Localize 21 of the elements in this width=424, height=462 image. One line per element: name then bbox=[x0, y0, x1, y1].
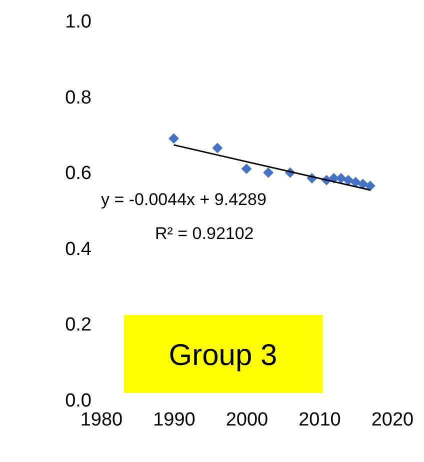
point bbox=[263, 167, 274, 178]
point bbox=[168, 133, 179, 144]
point bbox=[336, 173, 346, 184]
point bbox=[241, 164, 252, 174]
x-tick-label: 2000 bbox=[226, 410, 268, 430]
x-tick-label: 2020 bbox=[371, 410, 414, 430]
point bbox=[212, 142, 223, 154]
annotation: Group 3 bbox=[168, 339, 278, 372]
y-tick-label: 0.4 bbox=[65, 238, 92, 260]
y-tick-label: 0.0 bbox=[65, 390, 92, 412]
y-tick-label: 0.2 bbox=[65, 314, 92, 336]
x-tick-label: 1990 bbox=[153, 410, 196, 430]
y-tick-label: 0.6 bbox=[65, 163, 92, 184]
x-tick-label: 2010 bbox=[298, 410, 341, 430]
y-tick-label: 1.0 bbox=[65, 12, 92, 32]
y-tick-label: 0.8 bbox=[65, 87, 92, 108]
annotation: y = -0.0044x + 9.4289 bbox=[101, 190, 266, 209]
x-tick-label: 1980 bbox=[80, 410, 123, 430]
annotation: R² = 0.92102 bbox=[155, 224, 254, 243]
point bbox=[364, 180, 376, 192]
point bbox=[343, 174, 354, 186]
